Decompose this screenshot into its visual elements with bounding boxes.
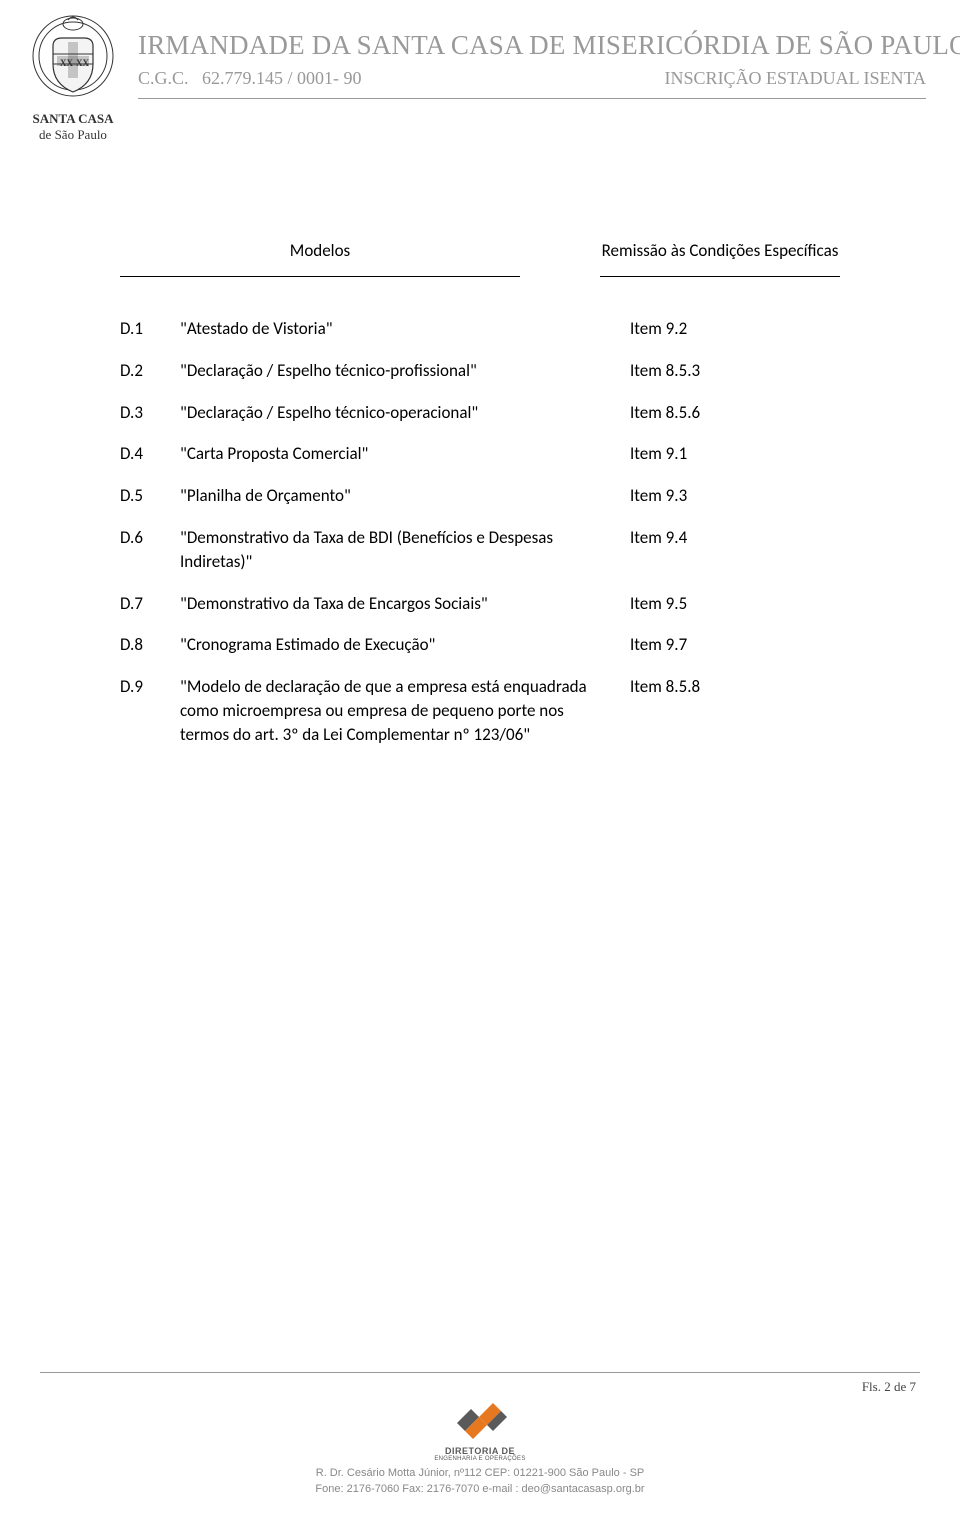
table-row: D.8 "Cronograma Estimado de Execução" It…	[120, 633, 840, 657]
cgc-label: C.G.C.	[138, 68, 189, 88]
table-row: D.5 "Planilha de Orçamento" Item 9.3	[120, 484, 840, 508]
row-id: D.7	[120, 592, 160, 616]
row-desc: "Planilha de Orçamento"	[180, 484, 610, 508]
row-id: D.6	[120, 526, 160, 574]
row-ref: Item 8.5.6	[630, 401, 840, 425]
footer-logo-line1: DIRETORIA DE	[434, 1446, 525, 1456]
page-header: XX XX SANTA CASA de São Paulo IRMANDADE …	[0, 0, 960, 160]
footer-address-2: Fone: 2176-7060 Fax: 2176-7070 e-mail : …	[0, 1482, 960, 1497]
column-headers: Modelos Remissão às Condições Específica…	[120, 240, 840, 268]
svg-text:XX: XX	[76, 58, 89, 68]
header-divider	[138, 98, 926, 99]
col-rule-left	[120, 276, 520, 277]
org-logo-block: XX XX SANTA CASA de São Paulo	[18, 14, 128, 143]
svg-text:XX: XX	[60, 58, 73, 68]
row-desc: "Carta Proposta Comercial"	[180, 442, 610, 466]
row-id: D.1	[120, 317, 160, 341]
table-row: D.9 "Modelo de declaração de que a empre…	[120, 675, 840, 746]
row-ref: Item 9.2	[630, 317, 840, 341]
logo-text-line2: de São Paulo	[18, 128, 128, 142]
row-ref: Item 8.5.3	[630, 359, 840, 383]
footer-divider	[40, 1372, 920, 1373]
row-desc: "Demonstrativo da Taxa de Encargos Socia…	[180, 592, 610, 616]
cgc-value: 62.779.145 / 0001- 90	[202, 68, 362, 88]
org-crest-icon: XX XX	[30, 14, 116, 110]
row-id: D.9	[120, 675, 160, 746]
column-header-rules	[120, 276, 840, 277]
page-footer: Fls. 2 de 7 DIRETORIA DE ENGENHARIA E OP…	[0, 1372, 960, 1497]
footer-logo-line2: ENGENHARIA E OPERAÇÕES	[434, 1456, 525, 1462]
row-ref: Item 9.4	[630, 526, 840, 574]
footer-address-1: R. Dr. Cesário Motta Júnior, nº112 CEP: …	[0, 1466, 960, 1481]
row-desc: "Declaração / Espelho técnico-profission…	[180, 359, 610, 383]
row-ref: Item 9.5	[630, 592, 840, 616]
table-row: D.4 "Carta Proposta Comercial" Item 9.1	[120, 442, 840, 466]
col-rule-right	[600, 276, 840, 277]
table-row: D.1 "Atestado de Vistoria" Item 9.2	[120, 317, 840, 341]
table-row: D.7 "Demonstrativo da Taxa de Encargos S…	[120, 592, 840, 616]
footer-center: DIRETORIA DE ENGENHARIA E OPERAÇÕES R. D…	[0, 1401, 960, 1497]
row-ref: Item 8.5.8	[630, 675, 840, 746]
inscricao-estadual: INSCRIÇÃO ESTADUAL ISENTA	[665, 68, 926, 89]
table-row: D.3 "Declaração / Espelho técnico-operac…	[120, 401, 840, 425]
row-ref: Item 9.3	[630, 484, 840, 508]
row-id: D.8	[120, 633, 160, 657]
row-desc: "Modelo de declaração de que a empresa e…	[180, 675, 610, 746]
row-id: D.2	[120, 359, 160, 383]
row-ref: Item 9.7	[630, 633, 840, 657]
row-desc: "Atestado de Vistoria"	[180, 317, 610, 341]
logo-text-line1: SANTA CASA	[18, 112, 128, 126]
page-number: Fls. 2 de 7	[0, 1379, 960, 1395]
col-header-remissao: Remissão às Condições Específicas	[600, 240, 840, 268]
row-id: D.4	[120, 442, 160, 466]
row-id: D.5	[120, 484, 160, 508]
col-header-modelos: Modelos	[120, 240, 520, 268]
row-desc: "Demonstrativo da Taxa de BDI (Benefício…	[180, 526, 610, 574]
diretoria-logo-icon	[451, 1401, 509, 1441]
row-desc: "Cronograma Estimado de Execução"	[180, 633, 610, 657]
row-id: D.3	[120, 401, 160, 425]
page-content: Modelos Remissão às Condições Específica…	[0, 160, 960, 747]
table-row: D.2 "Declaração / Espelho técnico-profis…	[120, 359, 840, 383]
row-desc: "Declaração / Espelho técnico-operaciona…	[180, 401, 610, 425]
row-ref: Item 9.1	[630, 442, 840, 466]
org-name: IRMANDADE DA SANTA CASA DE MISERICÓRDIA …	[138, 30, 930, 61]
footer-logo: DIRETORIA DE ENGENHARIA E OPERAÇÕES	[434, 1401, 525, 1462]
table-row: D.6 "Demonstrativo da Taxa de BDI (Benef…	[120, 526, 840, 574]
